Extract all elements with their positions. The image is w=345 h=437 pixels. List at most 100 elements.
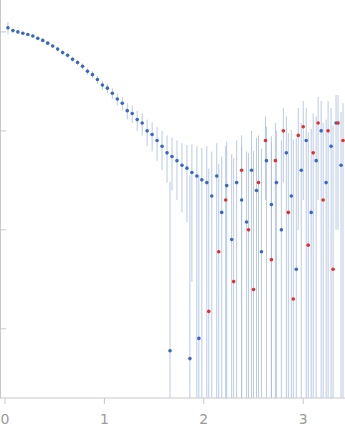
error-bar bbox=[293, 139, 294, 398]
point bbox=[282, 129, 286, 133]
point bbox=[197, 337, 201, 341]
error-bar bbox=[208, 169, 209, 398]
point bbox=[225, 184, 229, 188]
point bbox=[81, 64, 85, 68]
point bbox=[76, 61, 80, 65]
error-bar bbox=[226, 142, 227, 398]
error-bar bbox=[181, 143, 182, 212]
error-bar bbox=[233, 158, 234, 398]
point bbox=[170, 155, 174, 159]
point bbox=[175, 159, 179, 163]
error-bar bbox=[343, 103, 344, 398]
error-bar bbox=[328, 101, 329, 398]
point bbox=[247, 228, 251, 232]
error-bar bbox=[147, 120, 148, 147]
error-bar bbox=[211, 151, 212, 398]
x-tick bbox=[104, 398, 105, 404]
point bbox=[210, 194, 214, 198]
error-bar bbox=[318, 97, 319, 200]
point bbox=[106, 86, 110, 90]
error-bar bbox=[172, 138, 173, 191]
point bbox=[324, 181, 328, 185]
error-bar bbox=[271, 136, 272, 398]
x-tick bbox=[4, 398, 5, 404]
error-bar bbox=[306, 108, 307, 398]
point bbox=[290, 194, 294, 198]
point bbox=[130, 112, 134, 116]
point bbox=[309, 211, 313, 215]
point bbox=[41, 39, 45, 43]
error-bar bbox=[261, 149, 262, 398]
point bbox=[26, 33, 30, 37]
point bbox=[168, 349, 172, 353]
point bbox=[264, 139, 268, 143]
point bbox=[215, 174, 219, 178]
point bbox=[91, 73, 95, 77]
point bbox=[339, 163, 343, 167]
point bbox=[265, 159, 269, 163]
error-bar bbox=[326, 120, 327, 398]
error-bar bbox=[196, 146, 197, 398]
point bbox=[116, 97, 120, 101]
error-bar bbox=[189, 175, 190, 398]
point bbox=[319, 129, 323, 133]
point bbox=[66, 54, 70, 58]
point bbox=[11, 29, 15, 33]
error-bar bbox=[265, 116, 266, 200]
error-bar bbox=[221, 157, 222, 398]
point bbox=[190, 171, 194, 175]
point bbox=[275, 181, 279, 185]
point bbox=[195, 174, 199, 178]
point bbox=[188, 357, 192, 361]
point bbox=[257, 181, 261, 185]
error-bar bbox=[157, 127, 158, 161]
point bbox=[240, 168, 244, 172]
x-tick-label: 1 bbox=[100, 411, 109, 427]
error-bar bbox=[288, 133, 289, 398]
point bbox=[270, 258, 274, 262]
error-bar bbox=[152, 122, 153, 151]
error-bar bbox=[216, 143, 217, 398]
point bbox=[291, 297, 295, 301]
error-bar bbox=[303, 101, 304, 200]
point bbox=[135, 118, 139, 122]
point bbox=[306, 243, 310, 247]
error-bar bbox=[301, 123, 302, 398]
point bbox=[165, 151, 169, 155]
point bbox=[31, 34, 35, 38]
point bbox=[140, 121, 144, 125]
point bbox=[86, 69, 90, 73]
point bbox=[304, 139, 308, 143]
point bbox=[230, 238, 234, 242]
error-bar bbox=[241, 135, 242, 398]
error-bar bbox=[316, 116, 317, 398]
error-bar bbox=[176, 140, 177, 200]
error-bar bbox=[248, 153, 249, 398]
error-bar bbox=[276, 131, 277, 398]
point bbox=[235, 181, 239, 185]
error-bar bbox=[286, 116, 287, 398]
point bbox=[301, 125, 305, 129]
error-bar bbox=[275, 123, 276, 398]
error-bar bbox=[162, 131, 163, 170]
point bbox=[120, 101, 124, 105]
x-tick-label: 2 bbox=[199, 411, 208, 427]
x-axis bbox=[0, 398, 345, 399]
error-bar bbox=[253, 151, 254, 398]
point bbox=[21, 31, 25, 35]
y-tick bbox=[0, 229, 6, 230]
point bbox=[285, 151, 289, 155]
y-tick bbox=[0, 130, 6, 131]
x-tick-label: 0 bbox=[1, 411, 10, 427]
point bbox=[16, 30, 20, 34]
point bbox=[200, 178, 204, 182]
points bbox=[6, 26, 345, 360]
error-bar bbox=[283, 108, 284, 183]
point bbox=[180, 163, 184, 167]
point bbox=[274, 159, 278, 163]
point bbox=[145, 129, 149, 133]
point bbox=[252, 288, 256, 292]
point bbox=[160, 144, 164, 148]
point bbox=[240, 198, 244, 202]
error-bar bbox=[298, 108, 299, 230]
